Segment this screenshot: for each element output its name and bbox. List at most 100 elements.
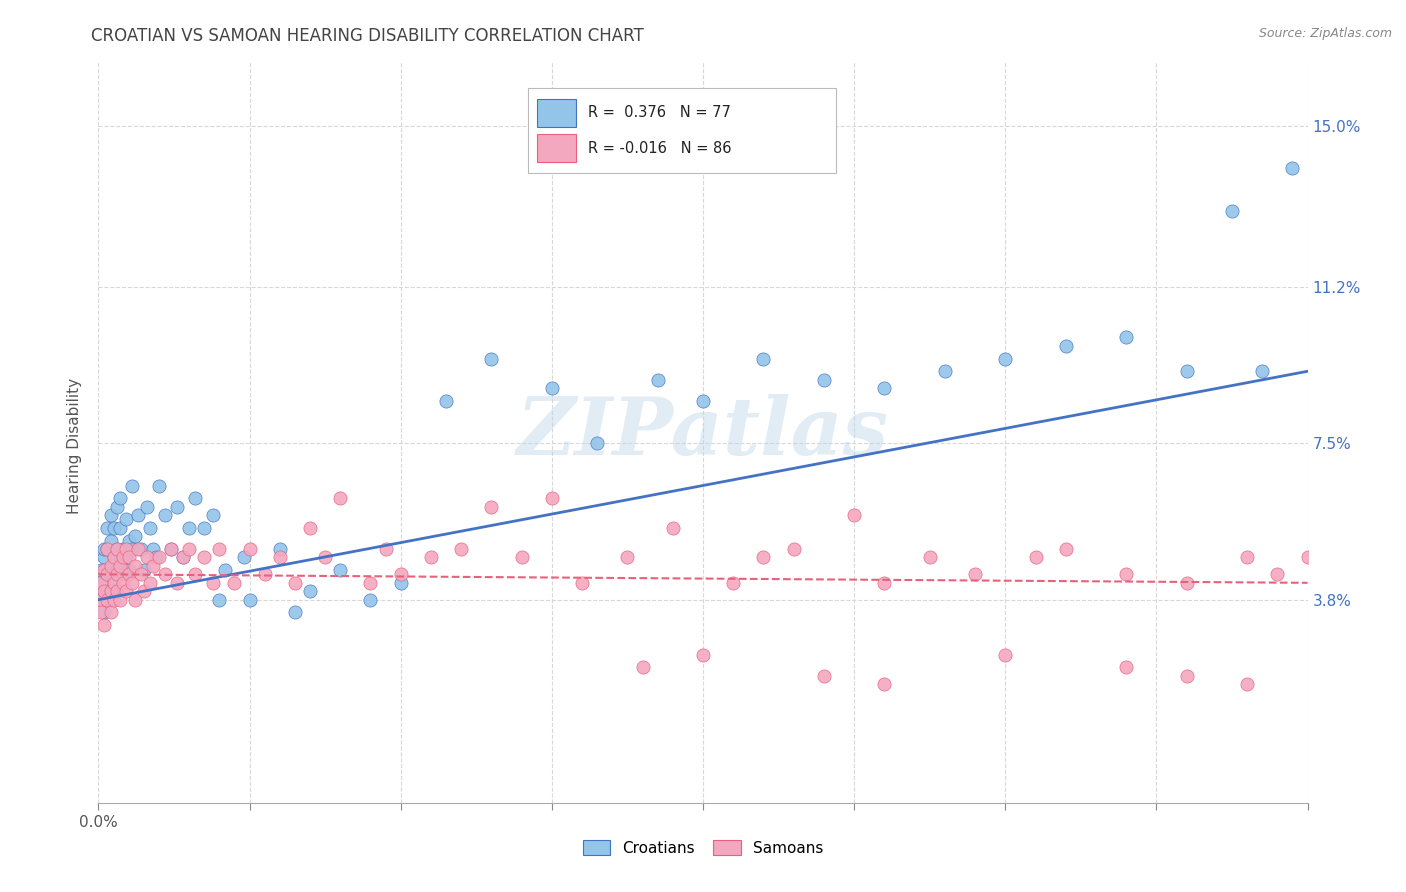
- Point: [752, 550, 775, 565]
- Point: [96, 567, 118, 582]
- Point: [571, 575, 593, 590]
- Point: [239, 592, 262, 607]
- Point: [224, 575, 246, 590]
- Point: [299, 584, 322, 599]
- Point: [121, 541, 143, 556]
- Point: [139, 521, 162, 535]
- Point: [114, 550, 136, 565]
- Point: [93, 584, 115, 599]
- Point: [360, 575, 382, 590]
- Point: [661, 521, 683, 535]
- Point: [232, 550, 254, 565]
- Point: [1175, 364, 1198, 378]
- Point: [139, 575, 162, 590]
- Point: [208, 541, 231, 556]
- Point: [108, 558, 131, 573]
- Point: [540, 491, 562, 506]
- Point: [153, 508, 176, 522]
- Point: [96, 567, 118, 582]
- Point: [434, 393, 457, 408]
- Point: [253, 567, 276, 582]
- Point: [193, 521, 215, 535]
- Text: R =  0.376   N = 77: R = 0.376 N = 77: [588, 105, 731, 120]
- Point: [90, 563, 112, 577]
- Point: [108, 555, 131, 569]
- Point: [284, 606, 307, 620]
- Point: [96, 541, 118, 556]
- Point: [93, 550, 115, 565]
- Point: [111, 550, 134, 565]
- Point: [118, 567, 141, 582]
- Point: [184, 491, 207, 506]
- Point: [844, 508, 866, 522]
- Point: [160, 541, 183, 556]
- Point: [93, 541, 115, 556]
- Point: [166, 575, 188, 590]
- Point: [420, 550, 443, 565]
- Point: [284, 575, 307, 590]
- Point: [90, 606, 112, 620]
- Point: [100, 606, 122, 620]
- Point: [193, 550, 215, 565]
- Point: [166, 500, 188, 514]
- Point: [450, 541, 472, 556]
- Point: [96, 521, 118, 535]
- Text: R = -0.016   N = 86: R = -0.016 N = 86: [588, 141, 731, 156]
- Point: [108, 592, 131, 607]
- Point: [100, 533, 122, 548]
- Point: [1251, 364, 1274, 378]
- Point: [111, 575, 134, 590]
- Point: [132, 563, 155, 577]
- Point: [1115, 567, 1137, 582]
- Point: [752, 351, 775, 366]
- Point: [148, 550, 170, 565]
- Point: [389, 567, 412, 582]
- Point: [132, 584, 155, 599]
- Point: [105, 500, 128, 514]
- Point: [118, 563, 141, 577]
- Text: ZIPatlas: ZIPatlas: [517, 394, 889, 471]
- Point: [202, 508, 225, 522]
- Point: [934, 364, 956, 378]
- Legend: Croatians, Samoans: Croatians, Samoans: [576, 834, 830, 862]
- Point: [108, 521, 131, 535]
- Point: [103, 584, 125, 599]
- Point: [105, 541, 128, 556]
- Point: [127, 508, 149, 522]
- Point: [179, 521, 201, 535]
- Point: [1236, 550, 1258, 565]
- Point: [93, 563, 115, 577]
- Point: [148, 478, 170, 492]
- Text: Hearing Disability: Hearing Disability: [67, 378, 83, 514]
- Point: [1115, 660, 1137, 674]
- Point: [105, 584, 128, 599]
- Point: [105, 563, 128, 577]
- Point: [114, 512, 136, 526]
- Point: [647, 373, 669, 387]
- Point: [481, 351, 503, 366]
- Point: [145, 550, 167, 565]
- Point: [873, 677, 896, 691]
- Point: [103, 550, 125, 565]
- Point: [1054, 541, 1077, 556]
- Point: [93, 606, 115, 620]
- Point: [111, 567, 134, 582]
- Point: [813, 669, 835, 683]
- Point: [1054, 339, 1077, 353]
- Point: [723, 575, 745, 590]
- Point: [100, 592, 122, 607]
- Point: [135, 550, 157, 565]
- Point: [100, 563, 122, 577]
- Point: [586, 436, 609, 450]
- Point: [103, 572, 125, 586]
- Point: [783, 541, 806, 556]
- Point: [142, 558, 165, 573]
- Point: [121, 478, 143, 492]
- Point: [616, 550, 638, 565]
- Point: [129, 567, 152, 582]
- Point: [208, 592, 231, 607]
- Text: Source: ZipAtlas.com: Source: ZipAtlas.com: [1258, 27, 1392, 40]
- Point: [124, 558, 146, 573]
- Point: [873, 575, 896, 590]
- Point: [184, 567, 207, 582]
